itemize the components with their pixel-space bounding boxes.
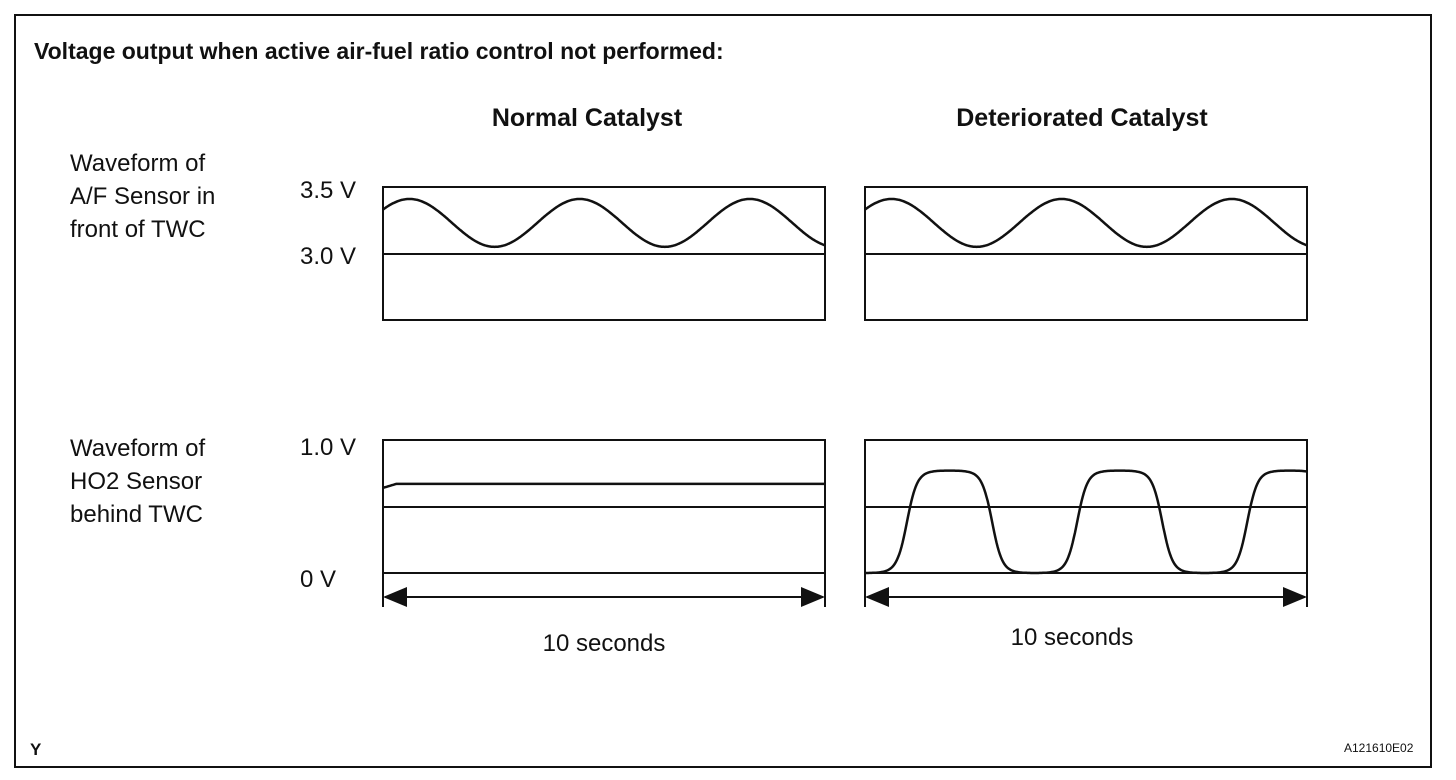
- column-heading-deteriorated: Deteriorated Catalyst: [956, 104, 1208, 132]
- voltage-label-ho2-top: 1.0 V: [300, 434, 357, 461]
- row-label-ho2-line-1: Waveform of: [70, 435, 206, 462]
- ho2-normal-waveform: [382, 482, 825, 490]
- row-label-af-line-3: front of TWC: [70, 216, 206, 243]
- row-label-af-sensor: Waveform of A/F Sensor in front of TWC: [70, 147, 270, 246]
- row-label-ho2-line-2: HO2 Sensor: [70, 468, 203, 495]
- ho2-deteriorated-waveform: [865, 469, 1308, 575]
- voltage-label-af-top: 3.5 V: [300, 177, 357, 204]
- duration-label-normal: 10 seconds: [542, 630, 666, 657]
- figure-id: A121610E02: [1344, 741, 1414, 755]
- figure-code-left: Y: [30, 740, 42, 759]
- af-normal-waveform: [382, 197, 826, 249]
- row-label-ho2-line-3: behind TWC: [70, 501, 203, 528]
- duration-label-deteriorated: 10 seconds: [1010, 624, 1134, 651]
- voltage-label-af-ref: 3.0 V: [300, 243, 357, 270]
- af-deteriorated-waveform: [864, 197, 1308, 249]
- column-heading-normal: Normal Catalyst: [491, 104, 683, 132]
- row-label-af-line-1: Waveform of: [70, 150, 206, 177]
- figure-title: Voltage output when active air-fuel rati…: [34, 38, 724, 64]
- row-label-ho2-sensor: Waveform of HO2 Sensor behind TWC: [70, 432, 270, 531]
- voltage-label-ho2-bottom: 0 V: [300, 566, 337, 593]
- figure-frame: [14, 14, 1432, 768]
- row-label-af-line-2: A/F Sensor in: [70, 183, 216, 210]
